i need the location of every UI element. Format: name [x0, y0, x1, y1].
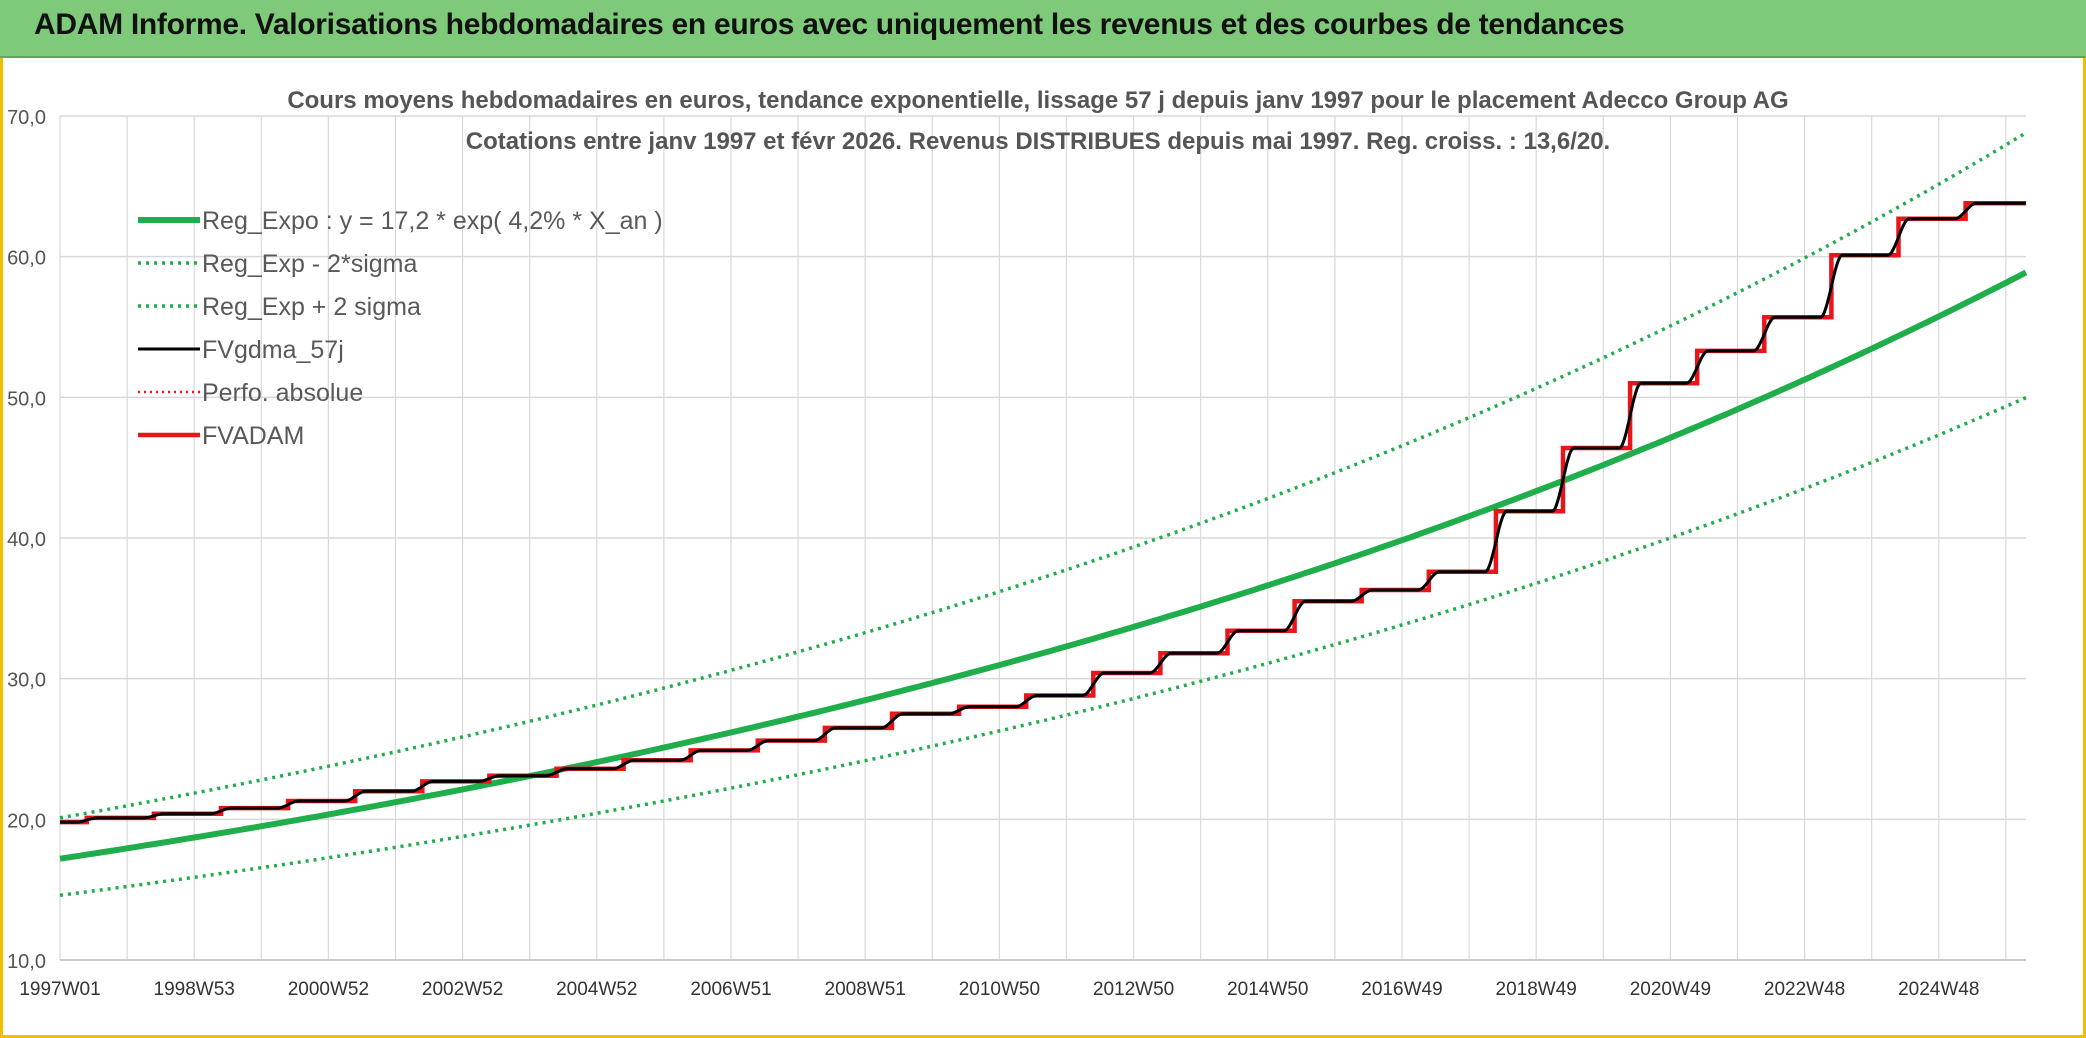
series-line-2 — [59, 131, 2027, 820]
y-tick-label: 30,0 — [7, 670, 46, 692]
x-tick-label: 1998W53 — [154, 979, 235, 1000]
x-tick-label: 2000W52 — [288, 979, 369, 1000]
x-tick-label: 2014W50 — [1227, 979, 1308, 1000]
chart-subtitle: Cotations entre janv 1997 et févr 2026. … — [466, 128, 1610, 155]
x-tick-label: 2012W50 — [1093, 979, 1174, 1000]
x-tick-label: 2010W50 — [959, 979, 1040, 1000]
x-tick-label: 1997W01 — [19, 979, 100, 1000]
x-tick-label: 2024W48 — [1898, 979, 1979, 1000]
legend-label: Perfo. absolue — [202, 379, 363, 407]
y-tick-label: 70,0 — [7, 107, 46, 129]
x-tick-label: 2004W52 — [556, 979, 637, 1000]
series-line-3 — [60, 201, 2026, 824]
legend: Reg_Expo : y = 17,2 * exp( 4,2% * X_an )… — [138, 207, 663, 450]
x-tick-label: 2016W49 — [1361, 979, 1442, 1000]
legend-label: Reg_Expo : y = 17,2 * exp( 4,2% * X_an ) — [202, 207, 663, 235]
series-line-1 — [59, 396, 2027, 898]
legend-label: FVADAM — [202, 422, 304, 450]
page-title: ADAM Informe. Valorisations hebdomadaire… — [34, 8, 1625, 41]
legend-label: Reg_Exp + 2 sigma — [202, 293, 421, 321]
grid-lines — [59, 115, 2026, 961]
x-tick-label: 2020W49 — [1630, 979, 1711, 1000]
y-tick-label: 50,0 — [7, 388, 46, 410]
chart: 10,0 20,0 30,0 40,0 50,0 60,0 70,0 1997W01 1998… — [7, 87, 2028, 1000]
x-tick-label: 2018W49 — [1496, 979, 1577, 1000]
chart-title: Cours moyens hebdomadaires en euros, ten… — [287, 87, 1788, 114]
y-axis-ticks: 10,0 20,0 30,0 40,0 50,0 60,0 70,0 — [7, 107, 46, 973]
y-tick-label: 20,0 — [7, 810, 46, 832]
x-tick-label: 2002W52 — [422, 979, 503, 1000]
y-tick-label: 10,0 — [7, 951, 46, 973]
y-tick-label: 40,0 — [7, 529, 46, 551]
x-tick-label: 2008W51 — [825, 979, 906, 1000]
x-tick-label: 2022W48 — [1764, 979, 1845, 1000]
legend-label: FVgdma_57j — [202, 336, 344, 364]
x-tick-label: 2006W51 — [690, 979, 771, 1000]
legend-label: Reg_Exp - 2*sigma — [202, 250, 417, 278]
series — [59, 131, 2028, 898]
header-banner: ADAM Informe. Valorisations hebdomadaire… — [0, 0, 2086, 58]
series-line-0 — [59, 269, 2028, 862]
y-tick-label: 60,0 — [7, 248, 46, 270]
x-axis-ticks: 1997W01 1998W53 2000W52 2002W52 2004W52 2006W… — [19, 979, 1979, 1000]
